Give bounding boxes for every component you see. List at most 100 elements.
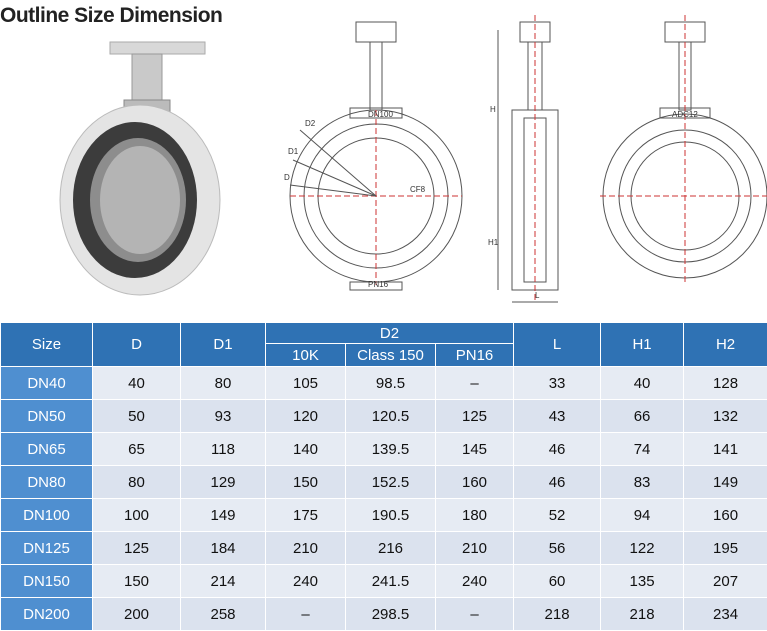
table-cell: 160 <box>436 466 514 499</box>
table-cell: 152.5 <box>346 466 436 499</box>
header-cell: PN16 <box>436 344 514 367</box>
table-cell: 298.5 <box>346 598 436 631</box>
table-cell: 40 <box>601 367 684 400</box>
table-cell: 94 <box>601 499 684 532</box>
table-cell: 241.5 <box>346 565 436 598</box>
table-cell: 66 <box>601 400 684 433</box>
drawing-label: DN100 <box>368 110 393 119</box>
table-cell: 60 <box>514 565 601 598</box>
table-cell: 125 <box>93 532 181 565</box>
table-cell: 52 <box>514 499 601 532</box>
header-cell: H2 <box>684 323 767 367</box>
table-cell: 139.5 <box>346 433 436 466</box>
size-cell: DN65 <box>1 433 93 466</box>
size-cell: DN100 <box>1 499 93 532</box>
header-cell: D1 <box>181 323 266 367</box>
table-cell: 214 <box>181 565 266 598</box>
table-cell: 83 <box>601 466 684 499</box>
table-cell: 149 <box>181 499 266 532</box>
table-cell: 100 <box>93 499 181 532</box>
table-cell: 216 <box>346 532 436 565</box>
table-cell: 46 <box>514 466 601 499</box>
table-cell: 65 <box>93 433 181 466</box>
table-cell: 175 <box>266 499 346 532</box>
header-cell: D2 <box>266 323 514 344</box>
table-cell: 40 <box>93 367 181 400</box>
table-cell: – <box>266 598 346 631</box>
table-cell: 120 <box>266 400 346 433</box>
table-cell: 132 <box>684 400 767 433</box>
size-cell: DN125 <box>1 532 93 565</box>
drawing-label: D1 <box>288 147 299 156</box>
table-cell: 141 <box>684 433 767 466</box>
drawing-label: PN16 <box>368 280 389 289</box>
header-cell: Size <box>1 323 93 367</box>
back-view <box>600 15 767 285</box>
table-cell: 43 <box>514 400 601 433</box>
size-cell: DN50 <box>1 400 93 433</box>
size-cell: DN40 <box>1 367 93 400</box>
table-cell: 150 <box>93 565 181 598</box>
valve-photo <box>60 42 220 295</box>
drawing-label: D2 <box>305 119 316 128</box>
table-cell: 234 <box>684 598 767 631</box>
table-cell: – <box>436 598 514 631</box>
size-cell: DN150 <box>1 565 93 598</box>
drawing-label: H <box>490 105 496 114</box>
header-cell: D <box>93 323 181 367</box>
header-cell: H1 <box>601 323 684 367</box>
drawing-label: ADC12 <box>672 110 698 119</box>
table-cell: 240 <box>266 565 346 598</box>
table-cell: 93 <box>181 400 266 433</box>
table-cell: 150 <box>266 466 346 499</box>
drawing-label: CF8 <box>410 185 426 194</box>
table-cell: 145 <box>436 433 514 466</box>
table-cell: 105 <box>266 367 346 400</box>
table-cell: 184 <box>181 532 266 565</box>
table-cell: 190.5 <box>346 499 436 532</box>
table-cell: 74 <box>601 433 684 466</box>
table-cell: 207 <box>684 565 767 598</box>
drawing-label: H1 <box>488 238 499 247</box>
front-view <box>290 22 462 290</box>
table-cell: 125 <box>436 400 514 433</box>
table-cell: 46 <box>514 433 601 466</box>
table-cell: 258 <box>181 598 266 631</box>
drawing-label: D <box>284 173 290 182</box>
table-cell: 118 <box>181 433 266 466</box>
header-cell: L <box>514 323 601 367</box>
header-cell: Class 150 <box>346 344 436 367</box>
table-cell: 33 <box>514 367 601 400</box>
table-cell: 240 <box>436 565 514 598</box>
table-cell: 149 <box>684 466 767 499</box>
table-cell: 160 <box>684 499 767 532</box>
table-cell: 140 <box>266 433 346 466</box>
table-cell: 218 <box>514 598 601 631</box>
table-cell: 50 <box>93 400 181 433</box>
table-cell: 210 <box>266 532 346 565</box>
table-cell: 135 <box>601 565 684 598</box>
table-cell: 218 <box>601 598 684 631</box>
table-cell: 120.5 <box>346 400 436 433</box>
table-cell: 195 <box>684 532 767 565</box>
side-view <box>498 15 558 302</box>
size-cell: DN200 <box>1 598 93 631</box>
table-cell: – <box>436 367 514 400</box>
table-cell: 128 <box>684 367 767 400</box>
table-cell: 200 <box>93 598 181 631</box>
drawings: DN100 D2 D1 D CF8 PN16 H H1 L ADC12 <box>0 0 767 320</box>
table-cell: 80 <box>181 367 266 400</box>
table-cell: 56 <box>514 532 601 565</box>
table-cell: 122 <box>601 532 684 565</box>
drawing-label: L <box>535 291 540 300</box>
size-cell: DN80 <box>1 466 93 499</box>
